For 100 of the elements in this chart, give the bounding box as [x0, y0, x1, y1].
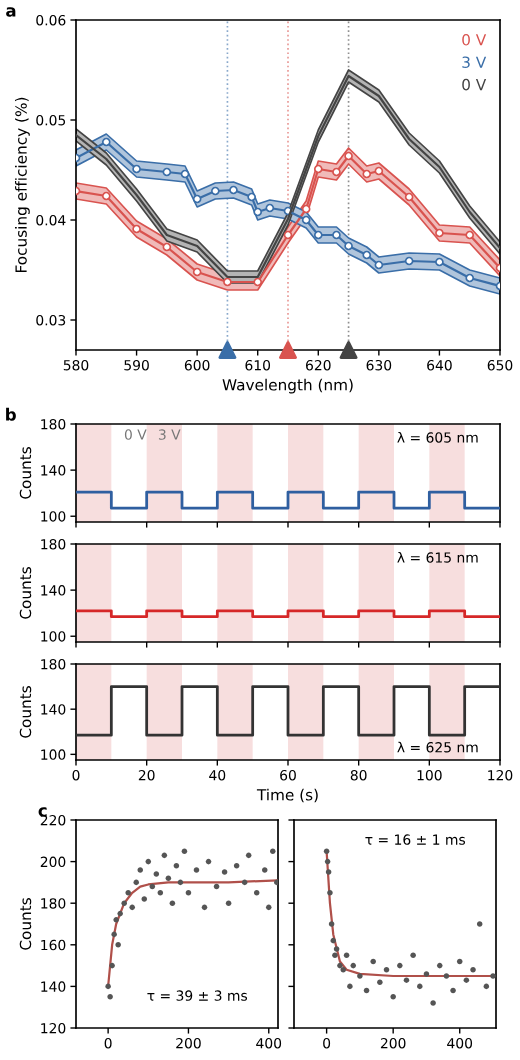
point [435, 228, 444, 238]
point [283, 230, 293, 240]
point [132, 164, 141, 174]
point [261, 867, 268, 873]
point [397, 962, 403, 969]
point [193, 867, 200, 873]
point [185, 890, 192, 896]
point [223, 277, 232, 287]
point [169, 900, 176, 906]
point [205, 858, 212, 865]
point [330, 937, 337, 944]
point [137, 867, 144, 873]
point [436, 962, 443, 969]
point [476, 921, 483, 927]
point [221, 869, 228, 875]
point [383, 966, 390, 973]
chart-title: b [6, 407, 16, 421]
point [149, 883, 156, 890]
point [162, 167, 172, 177]
point [301, 215, 311, 225]
point [192, 267, 202, 277]
point [121, 900, 127, 906]
point [229, 185, 238, 195]
point [374, 166, 384, 176]
point [132, 224, 141, 234]
point [363, 987, 370, 994]
point [225, 900, 232, 906]
point [333, 946, 340, 952]
chart-title: c [38, 807, 47, 817]
point [270, 848, 276, 854]
point [483, 983, 490, 990]
chart-title: a [6, 7, 16, 17]
point [410, 952, 416, 958]
point [162, 242, 172, 252]
point [117, 910, 123, 917]
point [313, 230, 323, 240]
point [165, 875, 172, 882]
point [180, 169, 190, 179]
point [390, 994, 396, 1000]
point [211, 186, 220, 196]
point [241, 879, 248, 886]
point [456, 958, 463, 965]
point [253, 890, 260, 896]
point [417, 983, 423, 990]
point [404, 192, 414, 202]
point [105, 983, 111, 990]
point [340, 966, 347, 973]
point [324, 858, 331, 865]
point [325, 869, 332, 875]
point [465, 230, 475, 240]
point [343, 952, 350, 958]
point [362, 169, 372, 179]
point [113, 917, 119, 923]
point [313, 164, 323, 174]
point [107, 994, 113, 1000]
point [265, 203, 275, 213]
point [157, 890, 164, 896]
point [101, 191, 111, 201]
point [450, 987, 456, 994]
point [145, 858, 152, 865]
point [301, 204, 311, 214]
point [161, 852, 168, 859]
point [377, 979, 383, 986]
point [265, 904, 272, 911]
point [344, 151, 353, 161]
point [247, 192, 256, 202]
point [357, 973, 363, 979]
point [332, 230, 341, 240]
point [233, 862, 240, 869]
point [201, 904, 208, 911]
point [344, 241, 353, 251]
point [470, 966, 476, 973]
point [129, 904, 135, 911]
point [111, 931, 117, 938]
point [465, 273, 475, 283]
point [328, 921, 335, 927]
point [362, 250, 372, 260]
point [374, 260, 384, 270]
point [332, 952, 338, 958]
point [177, 879, 184, 886]
point [404, 256, 414, 266]
point [133, 879, 140, 886]
point [213, 883, 220, 890]
point [323, 848, 330, 854]
point [443, 973, 450, 979]
point [173, 862, 180, 869]
point [490, 973, 496, 979]
point [337, 962, 343, 969]
point [430, 1000, 436, 1006]
point [115, 942, 121, 948]
point [181, 848, 188, 854]
point [327, 890, 333, 896]
point [463, 977, 470, 983]
point [141, 896, 148, 902]
point [253, 277, 263, 287]
point [423, 971, 430, 977]
point [109, 962, 115, 969]
point [125, 890, 131, 896]
point [435, 257, 444, 267]
point [253, 207, 263, 217]
